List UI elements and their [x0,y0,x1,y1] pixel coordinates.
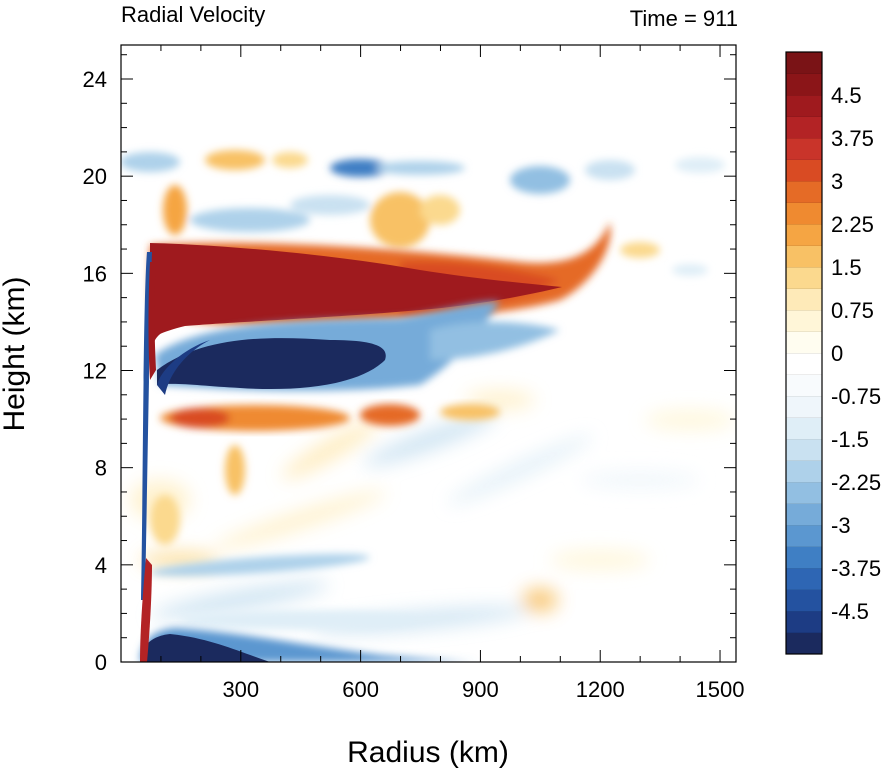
colorbar-swatch [786,310,822,332]
colorbar-swatch [786,224,822,246]
colorbar-swatch [786,568,822,590]
colorbar-swatch [786,288,822,311]
colorbar-swatch [786,589,822,612]
colorbar-swatch [786,374,822,397]
heatmap-field [121,150,735,662]
colorbar-swatch [786,116,822,139]
colorbar-swatch [786,181,822,203]
colorbar-label: -1.5 [831,427,869,452]
colorbar-swatch [786,267,822,289]
y-axis-label: Height (km) [0,276,31,431]
colorbar-swatch [786,482,822,504]
colorbar-swatch [786,202,822,225]
colorbar-label: 2.25 [831,212,874,237]
y-tick-label: 0 [95,650,107,675]
colorbar: 4.5 3.75 3 2.25 1.5 0.75 0 -0.75 -1.5 -2.25 -3 -3.7… [785,51,881,655]
x-tick-label: 900 [462,677,499,702]
colorbar-swatch [786,439,822,461]
colorbar-swatch [786,460,822,483]
inflow-core [157,338,386,390]
colorbar-label: -2.25 [831,470,881,495]
plot-frame [120,44,737,663]
colorbar-label: -4.5 [831,599,869,624]
mid-outflow-band [160,404,500,431]
y-tick-label: 4 [95,553,107,578]
colorbar-swatch [786,159,822,182]
chart-title: Radial Velocity [121,2,265,27]
tropopause-features [121,150,725,276]
colorbar-label: 0.75 [831,298,874,323]
colorbar-swatch [786,245,822,268]
time-label: Time = 911 [630,6,738,31]
x-axis-label: Radius (km) [347,736,509,769]
colorbar-label: 3 [831,169,843,194]
boundary-layer-core [140,634,270,662]
colorbar-swatch [786,503,822,526]
x-tick-label: 1500 [696,677,745,702]
axes: 300 600 900 1200 1500 0 4 8 12 16 20 24 [83,45,745,702]
colorbar-swatch [786,546,822,569]
colorbar-label: 0 [831,341,843,366]
colorbar-label: 1.5 [831,255,862,280]
colorbar-label: 3.75 [831,126,874,151]
y-tick-label: 12 [83,359,107,384]
colorbar-swatch [786,417,822,440]
colorbar-frame [785,51,823,655]
colorbar-swatch [786,95,822,117]
colorbar-label: -0.75 [831,384,881,409]
x-tick-label: 600 [342,677,379,702]
y-tick-label: 16 [83,261,107,286]
eyewall-outflow-low [140,558,152,662]
colorbar-swatch [786,396,822,418]
colorbar-swatch [786,632,822,655]
colorbar-label: -3.75 [831,556,881,581]
y-tick-label: 24 [83,67,107,92]
y-tick-label: 20 [83,164,107,189]
colorbar-swatch [786,525,822,547]
colorbar-swatch [786,611,822,633]
x-tick-label: 300 [222,677,259,702]
colorbar-swatch [786,52,822,74]
colorbar-swatch [786,353,822,375]
colorbar-swatch [786,73,822,96]
outflow-core [150,243,562,340]
x-tick-label: 1200 [576,677,625,702]
y-tick-label: 8 [95,456,107,481]
colorbar-label: -3 [831,513,851,538]
colorbar-label: 4.5 [831,83,862,108]
low-level-features [150,445,420,630]
colorbar-swatch [786,331,822,354]
colorbar-swatch [786,138,822,160]
